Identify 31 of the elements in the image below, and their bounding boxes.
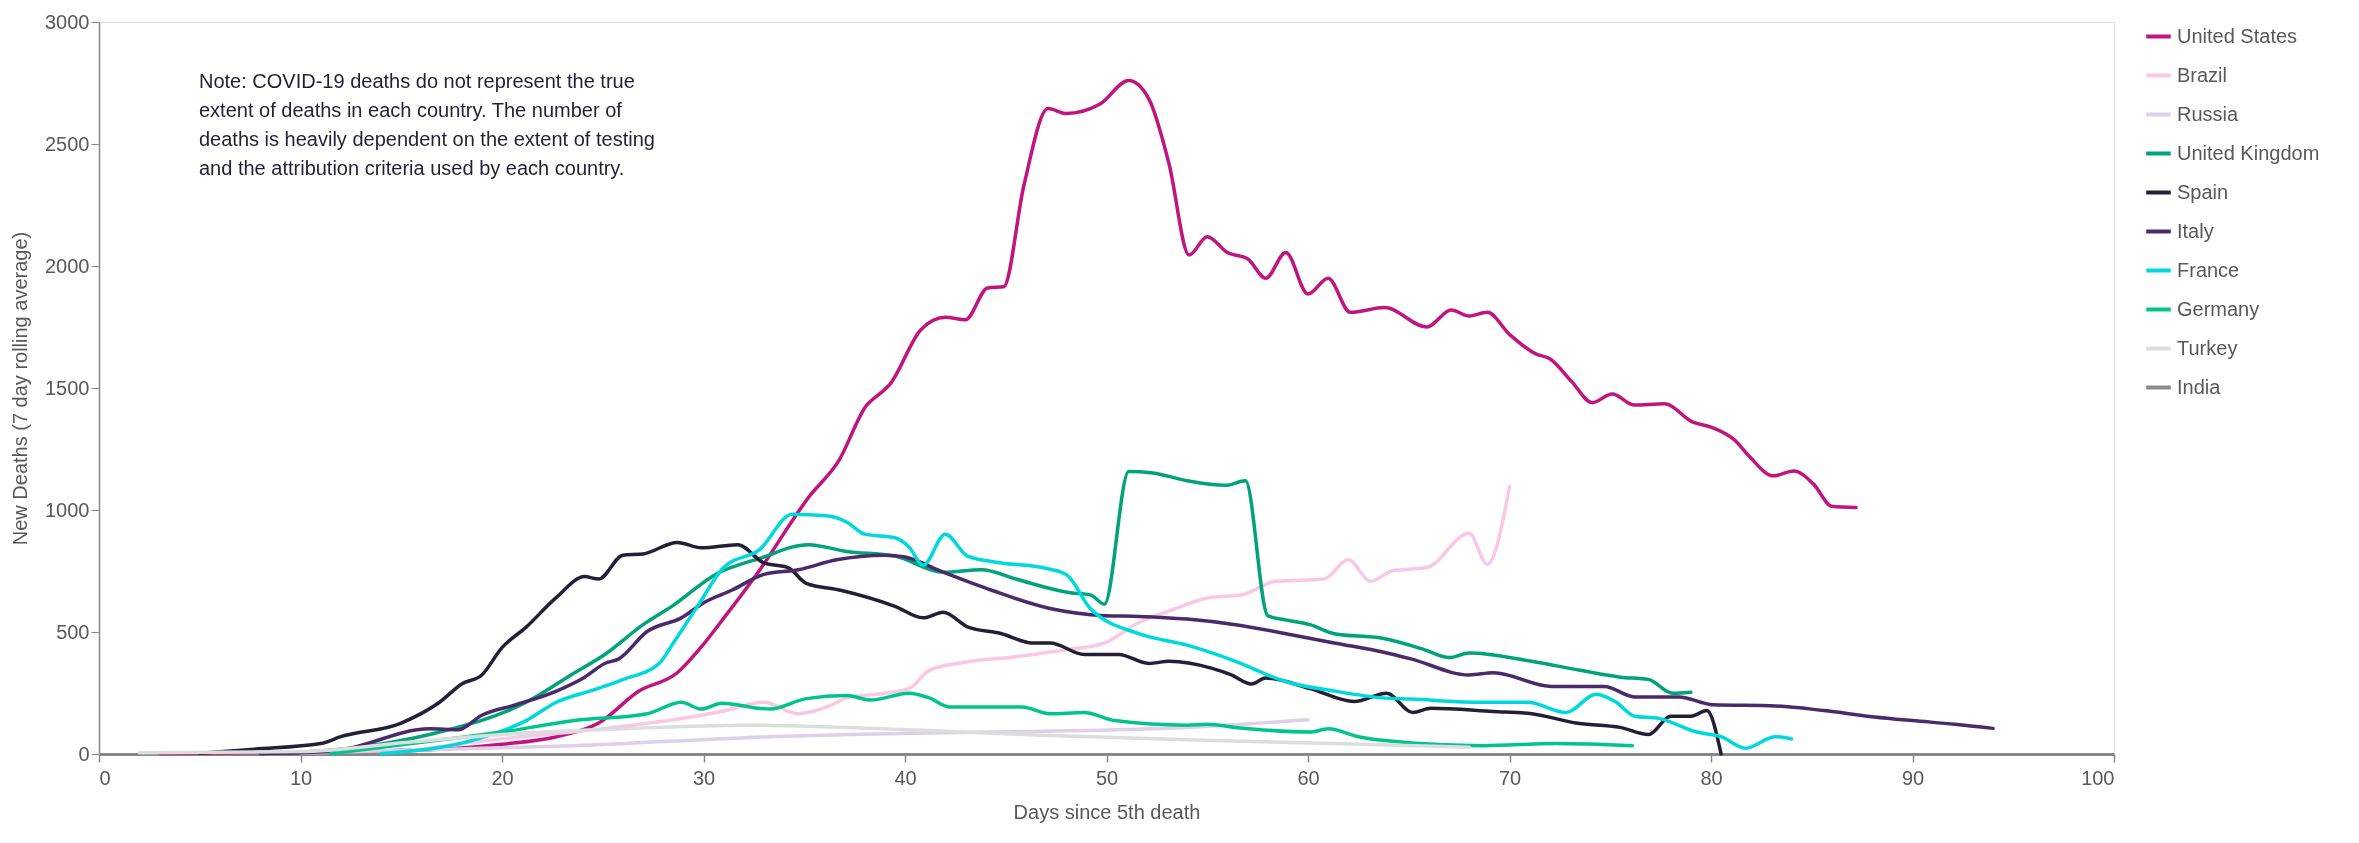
x-tick-label: 40 (894, 766, 917, 789)
legend-label: Italy (2177, 219, 2214, 242)
y-tick-label: 1000 (45, 498, 90, 521)
x-tick-label: 30 (692, 766, 716, 789)
x-tick-label: 20 (491, 766, 514, 789)
y-tick-label: 2500 (45, 132, 90, 155)
y-tick-label: 3000 (45, 10, 90, 33)
x-tick-label: 80 (1700, 766, 1723, 789)
x-tick-label: 70 (1498, 766, 1522, 789)
y-tick-label: 2000 (45, 254, 90, 277)
x-tick-label: 100 (2081, 766, 2115, 789)
x-tick-label: 60 (1297, 766, 1320, 789)
y-tick-label: 500 (56, 620, 90, 643)
legend-label: United Kingdom (2177, 141, 2320, 164)
legend-label: India (2177, 375, 2222, 398)
annotation: Note: COVID-19 deaths do not represent the true extent of deaths in each country. The number of deaths is heavily dependent on the extent of testing and the attribution criteria used by each country. (199, 70, 655, 179)
legend-label: Spain (2177, 180, 2229, 203)
y-tick-label: 1500 (45, 376, 90, 399)
x-axis-title: Days since 5th death (1013, 800, 1201, 823)
legend-label: Germany (2177, 297, 2260, 320)
x-tick-label: 90 (1901, 766, 1925, 789)
legend-label: United States (2177, 24, 2298, 47)
x-tick-label: 50 (1095, 766, 1119, 789)
y-axis-title: New Deaths (7 day rolling average) (9, 231, 32, 546)
legend-label: Turkey (2177, 336, 2238, 359)
x-tick-label: 0 (99, 766, 111, 789)
legend-label: Brazil (2177, 63, 2228, 86)
y-tick-label: 0 (78, 742, 90, 765)
legend-label: France (2177, 258, 2240, 281)
legend-label: Russia (2177, 102, 2240, 125)
x-tick-label: 10 (289, 766, 313, 789)
